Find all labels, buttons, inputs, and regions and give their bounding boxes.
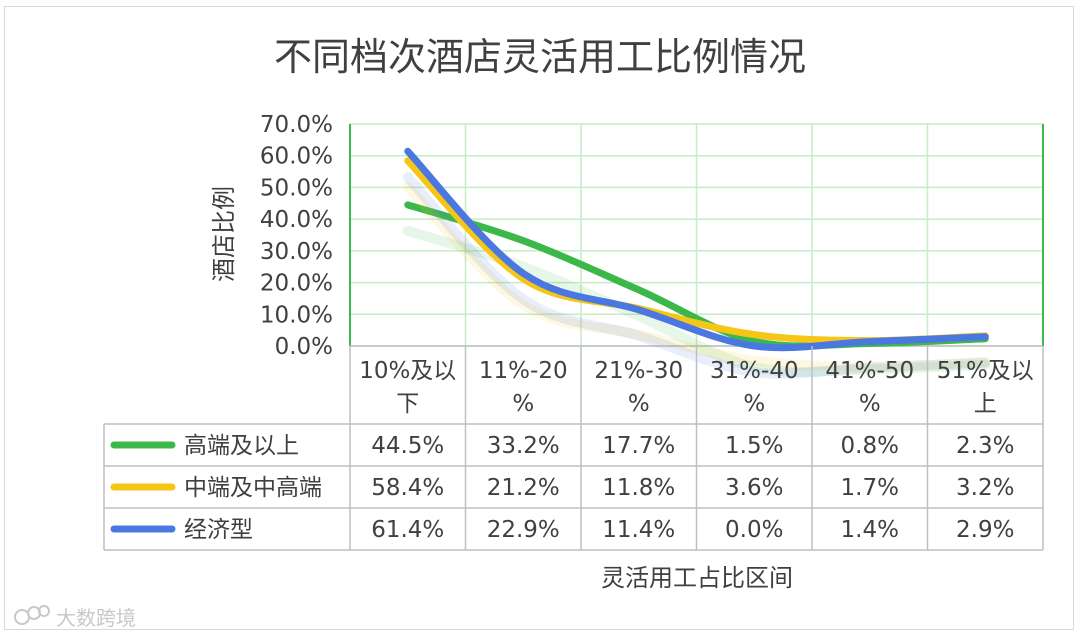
data-point (407, 160, 409, 162)
data-point (407, 204, 409, 206)
x-category-label: 51%及以上 (937, 358, 1034, 417)
y-tick-label: 30.0% (260, 239, 333, 265)
table-value: 61.4% (371, 517, 444, 543)
legend-label: 经济型 (184, 517, 253, 543)
table-value: 11.4% (602, 517, 675, 543)
watermark-text: 大数跨境 (56, 606, 136, 630)
legend-label: 中端及中高端 (184, 475, 322, 501)
table-value: 3.6% (725, 475, 783, 501)
chart-title: 不同档次酒店灵活用工比例情况 (274, 35, 806, 79)
table-value: 2.3% (956, 433, 1014, 459)
x-category-label: 21%-30% (594, 358, 683, 417)
chart-border (4, 6, 1074, 630)
brand-logo-icon (14, 605, 50, 625)
table-value: 1.7% (841, 475, 899, 501)
y-axis-ticks: 0.0% 10.0% 20.0% 30.0% 40.0% 50.0% 60.0% 70.0% (260, 112, 333, 360)
table-value: 2.9% (956, 517, 1014, 543)
legend-label: 高端及以上 (184, 433, 299, 459)
table-value: 0.8% (841, 433, 899, 459)
y-tick-label: 60.0% (260, 144, 333, 170)
watermark: 大数跨境 (14, 605, 136, 630)
data-point (869, 341, 871, 343)
data-point (522, 272, 524, 274)
data-table: 10%及以下 11%-20 % 21%-30 % 31%-40 % 41%-50 % 51%及以上… (103, 346, 1044, 551)
data-point (638, 289, 640, 291)
series-3 (402, 147, 991, 379)
data-point (522, 278, 524, 280)
x-category-label: 31%-40% (710, 358, 799, 417)
data-point (984, 336, 986, 338)
data-point (407, 150, 409, 152)
y-tick-label: 50.0% (260, 175, 333, 201)
y-tick-label: 20.0% (260, 271, 333, 297)
series-line (404, 147, 989, 352)
table-value: 58.4% (371, 475, 444, 501)
table-value: 22.9% (487, 517, 560, 543)
table-value: 1.4% (841, 517, 899, 543)
x-axis-title: 灵活用工占比区间 (601, 564, 793, 592)
series-line-shadow (402, 172, 991, 379)
y-tick-label: 10.0% (260, 302, 333, 328)
series-line-shadow (402, 181, 991, 372)
table-value: 0.0% (725, 517, 783, 543)
data-point (753, 340, 755, 342)
data-point (753, 334, 755, 336)
table-value: 17.7% (602, 433, 675, 459)
y-axis-title: 酒店比例 (210, 186, 238, 282)
data-point (522, 240, 524, 242)
table-value: 1.5% (725, 433, 783, 459)
table-value: 44.5% (371, 433, 444, 459)
x-category-label: 10%及以下 (359, 358, 456, 417)
y-tick-label: 0.0% (275, 334, 333, 360)
x-category-label: 41%-50% (825, 358, 914, 417)
table-value: 21.2% (487, 475, 560, 501)
table-value: 3.2% (956, 475, 1014, 501)
data-point (753, 345, 755, 347)
table-value: 11.8% (602, 475, 675, 501)
table-value: 33.2% (487, 433, 560, 459)
data-point (638, 309, 640, 311)
series-lines (402, 147, 991, 379)
x-category-label: 11%-20% (479, 358, 568, 417)
y-tick-label: 70.0% (260, 112, 333, 138)
y-tick-label: 40.0% (260, 207, 333, 233)
